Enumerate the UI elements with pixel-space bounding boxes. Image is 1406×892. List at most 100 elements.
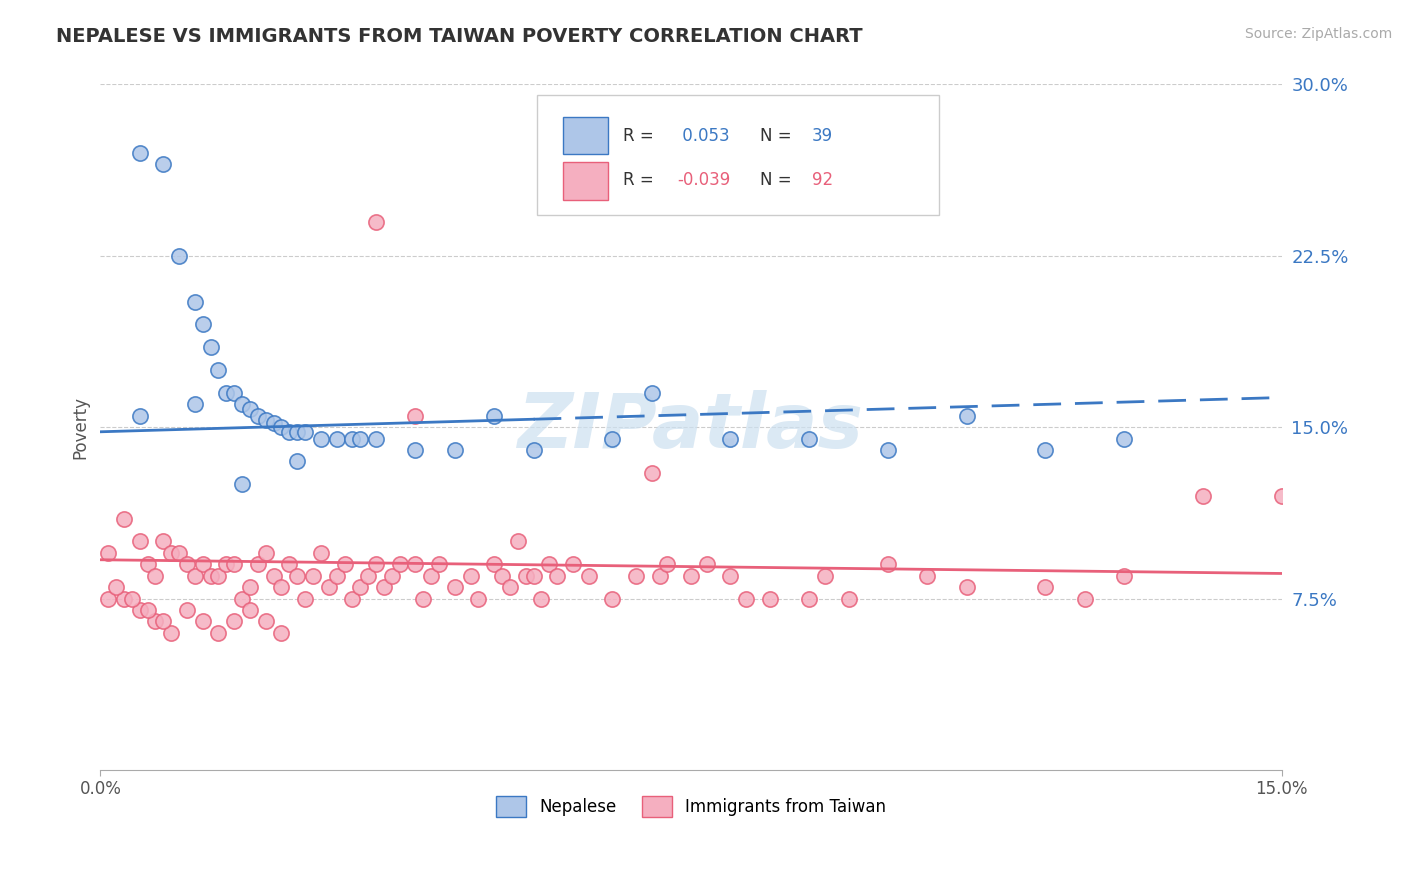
Text: Source: ZipAtlas.com: Source: ZipAtlas.com [1244, 27, 1392, 41]
Text: -0.039: -0.039 [676, 171, 730, 189]
Point [364, 558, 387, 572]
Point [145, 615, 167, 629]
Point [491, 568, 513, 582]
Point [318, 580, 340, 594]
Point [735, 591, 758, 606]
Point [325, 568, 347, 582]
Point [167, 249, 190, 263]
Point [136, 558, 159, 572]
Point [97, 546, 120, 560]
Point [152, 615, 174, 629]
Point [381, 568, 404, 582]
Point [799, 432, 821, 446]
Point [112, 591, 135, 606]
Point [917, 568, 939, 582]
Point [231, 477, 253, 491]
Point [1192, 489, 1215, 503]
Point [263, 416, 285, 430]
Point [128, 603, 150, 617]
Point [278, 425, 301, 439]
Point [224, 558, 246, 572]
Point [167, 546, 190, 560]
Point [246, 409, 269, 423]
Point [285, 425, 308, 439]
Point [1114, 432, 1136, 446]
Point [640, 466, 662, 480]
Point [200, 568, 222, 582]
Point [838, 591, 860, 606]
Point [349, 580, 371, 594]
Point [522, 443, 544, 458]
Point [499, 580, 522, 594]
Point [877, 443, 900, 458]
Point [152, 157, 174, 171]
Point [506, 534, 529, 549]
Point [184, 397, 207, 411]
Text: 92: 92 [811, 171, 832, 189]
Point [404, 443, 426, 458]
Bar [564, 162, 609, 200]
Point [254, 413, 277, 427]
Point [254, 615, 277, 629]
Point [624, 568, 647, 582]
Text: R =: R = [623, 127, 658, 145]
Point [1074, 591, 1097, 606]
Point [364, 432, 387, 446]
Point [482, 558, 505, 572]
Point [333, 558, 356, 572]
Point [799, 591, 821, 606]
Point [231, 591, 253, 606]
Point [1271, 489, 1294, 503]
Point [231, 397, 253, 411]
Text: N =: N = [759, 171, 796, 189]
Point [412, 591, 434, 606]
Point [263, 568, 285, 582]
Point [814, 568, 837, 582]
Point [215, 386, 238, 401]
Y-axis label: Poverty: Poverty [72, 396, 89, 458]
Point [224, 615, 246, 629]
Point [561, 558, 583, 572]
Point [482, 409, 505, 423]
Point [388, 558, 411, 572]
Point [239, 580, 262, 594]
Point [546, 568, 568, 582]
Point [357, 568, 380, 582]
Legend: Nepalese, Immigrants from Taiwan: Nepalese, Immigrants from Taiwan [489, 789, 893, 823]
Point [640, 386, 662, 401]
Point [404, 558, 426, 572]
Point [160, 626, 183, 640]
Point [309, 432, 332, 446]
Point [207, 363, 229, 377]
Point [294, 591, 316, 606]
Point [443, 580, 465, 594]
Point [1035, 443, 1057, 458]
Point [427, 558, 450, 572]
Point [160, 546, 183, 560]
Point [136, 603, 159, 617]
Point [1035, 580, 1057, 594]
Point [191, 615, 214, 629]
Point [294, 425, 316, 439]
Point [191, 318, 214, 332]
Point [112, 511, 135, 525]
Point [239, 603, 262, 617]
Point [176, 603, 198, 617]
Point [600, 591, 623, 606]
Point [522, 568, 544, 582]
Point [956, 580, 979, 594]
Text: ZIPatlas: ZIPatlas [517, 390, 865, 464]
Point [342, 432, 364, 446]
Point [270, 626, 292, 640]
Text: R =: R = [623, 171, 658, 189]
Point [349, 432, 371, 446]
Text: N =: N = [759, 127, 796, 145]
Point [207, 626, 229, 640]
Point [718, 432, 741, 446]
Point [404, 409, 426, 423]
Point [443, 443, 465, 458]
Point [648, 568, 671, 582]
Point [342, 591, 364, 606]
Point [578, 568, 600, 582]
Point [121, 591, 143, 606]
